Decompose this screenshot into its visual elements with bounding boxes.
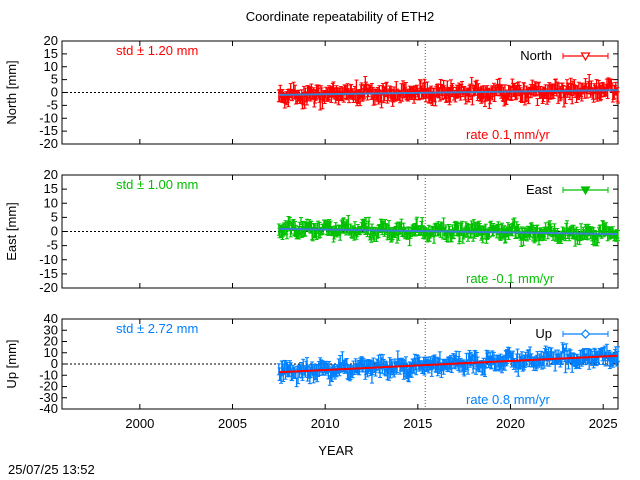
y-tick-label: 0: [51, 356, 58, 371]
y-tick-label: -10: [39, 110, 58, 125]
data-points: [276, 215, 620, 247]
y-tick-label: -15: [39, 123, 58, 138]
legend: East: [526, 182, 609, 197]
footer-timestamp: 25/07/25 13:52: [8, 462, 95, 477]
x-tick-label: 2010: [311, 416, 340, 431]
y-tick-label: 10: [44, 59, 58, 74]
y-tick-label: -5: [46, 97, 58, 112]
trend-line: [278, 227, 619, 236]
y-tick-label: 10: [44, 345, 58, 360]
legend-label: East: [526, 182, 552, 197]
rate-annotation: rate -0.1 mm/yr: [466, 271, 555, 286]
x-tick-label: 2025: [589, 416, 618, 431]
y-axis-label: East [mm]: [4, 202, 19, 261]
y-tick-label: 5: [51, 72, 58, 87]
y-tick-label: 40: [44, 311, 58, 326]
legend-label: Up: [535, 326, 552, 341]
trend-line: [278, 354, 619, 374]
y-axis-label: Up [mm]: [4, 339, 19, 388]
y-axis-label: North [mm]: [4, 60, 19, 124]
y-tick-label: -30: [39, 390, 58, 405]
x-tick-label: 2015: [403, 416, 432, 431]
rate-annotation: rate 0.8 mm/yr: [466, 392, 550, 407]
std-annotation: std ± 1.20 mm: [116, 43, 198, 58]
legend-marker: [580, 186, 591, 196]
y-tick-label: 20: [44, 334, 58, 349]
y-tick-label: -5: [46, 238, 58, 253]
legend: Up: [535, 326, 609, 341]
x-tick-label: 2020: [496, 416, 525, 431]
legend: North: [520, 48, 609, 63]
y-tick-label: 30: [44, 322, 58, 337]
legend-marker: [580, 329, 591, 339]
y-tick-label: -10: [39, 367, 58, 382]
y-tick-label: 20: [44, 167, 58, 182]
legend-marker: [580, 52, 591, 62]
y-tick-label: -20: [39, 136, 58, 151]
y-tick-label: 15: [44, 181, 58, 196]
y-tick-label: -10: [39, 252, 58, 267]
y-tick-label: -15: [39, 266, 58, 281]
y-tick-label: -20: [39, 280, 58, 295]
rate-annotation: rate 0.1 mm/yr: [466, 127, 550, 142]
y-tick-label: -20: [39, 379, 58, 394]
y-tick-label: 15: [44, 46, 58, 61]
y-tick-label: 5: [51, 209, 58, 224]
chart-title: Coordinate repeatability of ETH2: [246, 9, 435, 24]
y-tick-label: 10: [44, 195, 58, 210]
x-axis-label: YEAR: [318, 443, 353, 458]
std-annotation: std ± 1.00 mm: [116, 177, 198, 192]
legend-label: North: [520, 48, 552, 63]
x-tick-label: 2000: [125, 416, 154, 431]
x-tick-label: 2005: [218, 416, 247, 431]
y-tick-label: 0: [51, 224, 58, 239]
data-points: [276, 342, 620, 388]
trend-line: [278, 89, 619, 96]
y-tick-label: -40: [39, 401, 58, 416]
std-annotation: std ± 2.72 mm: [116, 321, 198, 336]
y-tick-label: 0: [51, 85, 58, 100]
y-tick-label: 20: [44, 33, 58, 48]
